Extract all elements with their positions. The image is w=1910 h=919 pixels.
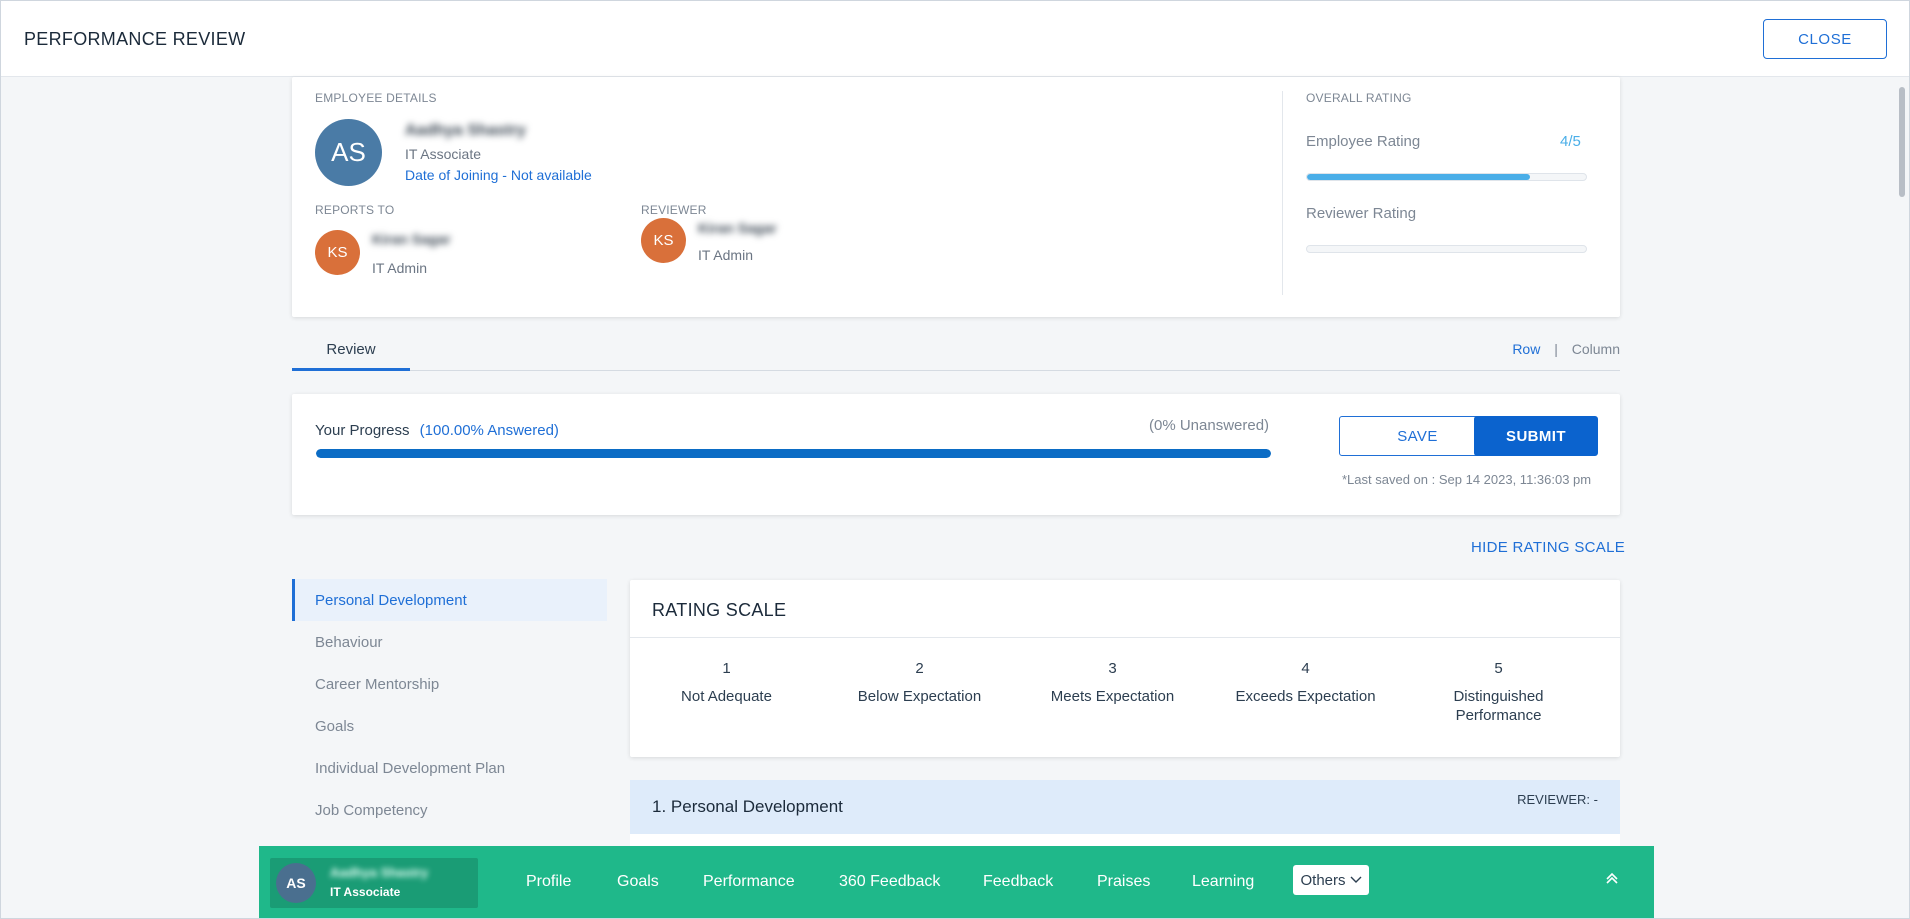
progress-answered: (100.00% Answered) xyxy=(419,422,559,439)
row-view-toggle[interactable]: Row xyxy=(1512,341,1541,357)
progress-bar-fill xyxy=(316,449,1271,458)
others-label: Others xyxy=(1300,871,1346,889)
employee-rating-value: 4/5 xyxy=(1560,133,1581,150)
review-tabs: Review Row | Column xyxy=(292,331,1620,371)
scale-label: Exceeds Expectation xyxy=(1235,688,1376,705)
scale-item: 4 Exceeds Expectation xyxy=(1209,660,1402,706)
reviewer-rating-label: Reviewer Rating xyxy=(1306,205,1417,222)
doj-label: Date of Joining xyxy=(405,167,499,183)
scale-item: 3 Meets Expectation xyxy=(1016,660,1209,706)
reviewer-rating-bar xyxy=(1306,245,1587,253)
employee-details-card: EMPLOYEE DETAILS AS Aadhya Shastry IT As… xyxy=(292,77,1620,317)
column-view-toggle[interactable]: Column xyxy=(1571,341,1620,357)
reports-to-name: Kiran Sagar xyxy=(372,231,451,247)
section-header: 1. Personal Development REVIEWER: - xyxy=(630,780,1620,834)
employee-name: Aadhya Shastry xyxy=(405,122,526,139)
section-nav-item[interactable]: Career Mentorship xyxy=(315,675,440,693)
reviewer-label: REVIEWER xyxy=(641,203,707,217)
date-of-joining: Date of Joining - Not available xyxy=(405,167,592,183)
scale-item: 2 Below Expectation xyxy=(823,660,1016,706)
bottom-nav-bar: AS Aadhya Shastry IT Associate Profile G… xyxy=(259,846,1654,918)
scale-number: 1 xyxy=(722,660,731,677)
chevron-up-icon[interactable] xyxy=(1605,871,1619,889)
section-reviewer: REVIEWER: - xyxy=(1517,792,1598,807)
reviewer-avatar: KS xyxy=(641,218,686,263)
employee-avatar: AS xyxy=(315,119,382,186)
nav-link-performance[interactable]: Performance xyxy=(703,873,795,890)
employee-role: IT Associate xyxy=(405,146,482,162)
employee-details-label: EMPLOYEE DETAILS xyxy=(315,91,437,105)
nav-link-360-feedback[interactable]: 360 Feedback xyxy=(839,873,941,890)
rating-scale-divider xyxy=(630,637,1620,638)
progress-label: Your Progress xyxy=(315,422,410,439)
scale-item: 1 Not Adequate xyxy=(630,660,823,706)
submit-button[interactable]: SUBMIT xyxy=(1474,416,1598,456)
others-dropdown[interactable]: Others xyxy=(1293,865,1369,895)
bottom-user-avatar: AS xyxy=(276,863,316,903)
rating-scale-title: RATING SCALE xyxy=(652,600,787,620)
employee-rating-bar-fill xyxy=(1307,174,1531,180)
section-nav-item[interactable]: Goals xyxy=(315,717,355,735)
reviewer-name: Kiran Sagar xyxy=(698,220,777,236)
employee-rating-bar xyxy=(1306,173,1587,181)
section-nav-item[interactable]: Behaviour xyxy=(315,633,383,651)
section-nav-item[interactable]: Personal Development xyxy=(292,579,607,621)
scale-number: 2 xyxy=(915,660,924,677)
scale-label: Below Expectation xyxy=(857,688,982,705)
scale-item: 5 Distinguished Performance xyxy=(1402,660,1595,725)
nav-link-profile[interactable]: Profile xyxy=(526,873,572,890)
progress-bar xyxy=(316,449,1271,458)
reports-to-label: REPORTS TO xyxy=(315,203,395,217)
rating-scale-card: RATING SCALE 1 Not Adequate 2 Below Expe… xyxy=(630,580,1620,757)
view-toggle-separator: | xyxy=(1554,341,1558,357)
section-title: 1. Personal Development xyxy=(652,797,843,816)
scale-label: Distinguished Performance xyxy=(1453,688,1544,724)
section-nav: Personal Development Behaviour Career Me… xyxy=(292,579,607,831)
scale-label: Not Adequate xyxy=(681,688,772,705)
nav-link-feedback[interactable]: Feedback xyxy=(983,873,1054,890)
overall-rating-label: OVERALL RATING xyxy=(1306,91,1412,105)
doj-separator: - xyxy=(498,167,511,183)
bottom-user-name: Aadhya Shastry xyxy=(330,865,429,880)
modal-header: PERFORMANCE REVIEW CLOSE xyxy=(1,1,1909,77)
nav-link-learning[interactable]: Learning xyxy=(1192,873,1255,890)
save-button[interactable]: SAVE xyxy=(1339,416,1496,456)
reports-to-role: IT Admin xyxy=(372,260,427,276)
scale-number: 5 xyxy=(1494,660,1503,677)
scale-number: 4 xyxy=(1301,660,1310,677)
section-nav-item[interactable]: Job Competency xyxy=(315,801,428,819)
last-saved-text: *Last saved on : Sep 14 2023, 11:36:03 p… xyxy=(1342,472,1592,487)
bottom-user-card[interactable]: AS Aadhya Shastry IT Associate xyxy=(270,858,478,908)
doj-value: Not available xyxy=(510,167,592,183)
scale-label: Meets Expectation xyxy=(1050,688,1175,705)
scrollbar-thumb[interactable] xyxy=(1899,87,1905,197)
view-toggle: Row | Column xyxy=(1512,341,1620,357)
details-divider xyxy=(1282,91,1283,295)
progress-unanswered: (0% Unanswered) xyxy=(1149,417,1270,434)
nav-link-praises[interactable]: Praises xyxy=(1097,873,1151,890)
reviewer-role: IT Admin xyxy=(698,247,753,263)
close-button[interactable]: CLOSE xyxy=(1763,19,1887,59)
employee-rating-label: Employee Rating xyxy=(1306,133,1421,150)
reports-to-avatar: KS xyxy=(315,230,360,275)
modal-title: PERFORMANCE REVIEW xyxy=(24,29,246,49)
tab-review[interactable]: Review xyxy=(292,331,410,371)
progress-header: Your Progress (100.00% Answered) xyxy=(315,422,559,439)
scale-number: 3 xyxy=(1108,660,1117,677)
bottom-user-role: IT Associate xyxy=(330,885,401,899)
chevron-down-icon xyxy=(1350,876,1361,883)
progress-card: Your Progress (100.00% Answered) (0% Una… xyxy=(292,394,1620,515)
nav-link-goals[interactable]: Goals xyxy=(617,873,659,890)
section-nav-item[interactable]: Individual Development Plan xyxy=(315,759,506,777)
hide-rating-scale-link[interactable]: HIDE RATING SCALE xyxy=(1471,539,1626,556)
